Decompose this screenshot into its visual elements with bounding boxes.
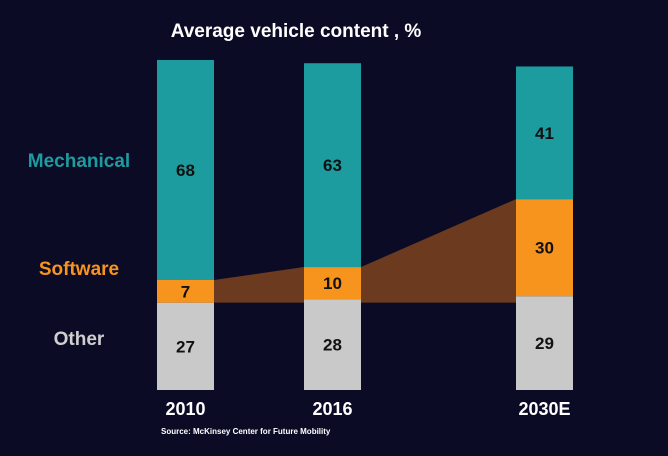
bar-software-2010: [157, 280, 214, 303]
legend-mechanical: Mechanical: [28, 151, 130, 172]
bar-mechanical-2010: [157, 60, 214, 280]
bar-software-2030e: [516, 199, 573, 297]
bars: 27 7 68 28 10 63 29 30 41: [157, 60, 573, 390]
software-band: [214, 199, 516, 303]
bar-other-2010: [157, 302, 214, 390]
data-label-software-2030e: 30: [535, 239, 554, 258]
x-tick-2010: 2010: [165, 399, 205, 419]
chart-title: Average vehicle content , %: [171, 21, 422, 42]
data-label-other-2010: 27: [176, 337, 195, 356]
data-label-software-2010: 7: [181, 282, 190, 301]
x-tick-2016: 2016: [312, 399, 352, 419]
bar-other-2030e: [516, 296, 573, 390]
data-label-mechanical-2010: 68: [176, 161, 195, 180]
data-label-other-2016: 28: [323, 336, 342, 355]
bar-software-2016: [304, 267, 361, 300]
x-tick-2030e: 2030E: [518, 399, 570, 419]
legend: Other Software Mechanical: [28, 151, 130, 350]
data-label-mechanical-2030e: 41: [535, 124, 554, 143]
bar-mechanical-2030e: [516, 66, 573, 200]
legend-software: Software: [39, 259, 119, 280]
bar-other-2016: [304, 299, 361, 390]
software-growth-area: [214, 199, 516, 303]
source-note: Source: McKinsey Center for Future Mobil…: [161, 427, 331, 436]
data-label-other-2030e: 29: [535, 334, 554, 353]
x-axis-ticks: 2010 2016 2030E: [165, 399, 570, 419]
data-label-software-2016: 10: [323, 274, 342, 293]
data-label-mechanical-2016: 63: [323, 156, 342, 175]
legend-other: Other: [54, 329, 105, 350]
bar-mechanical-2016: [304, 63, 361, 268]
